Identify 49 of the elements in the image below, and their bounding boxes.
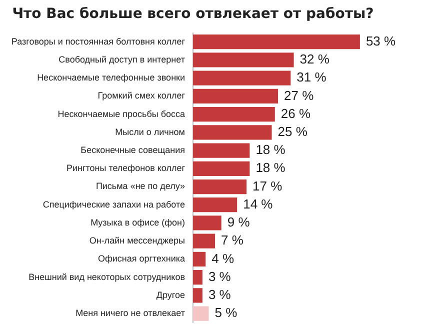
y-tick-label: Бесконечные совещания <box>80 145 186 156</box>
bar <box>193 198 238 212</box>
bar <box>193 70 291 86</box>
data-label: 17 % <box>252 178 283 194</box>
y-tick-label: Специфические запахи на работе <box>42 199 185 210</box>
bar <box>193 288 202 303</box>
y-tick-label: Музыка в офисе (фон) <box>90 217 185 228</box>
chart-title: Что Вас больше всего отвлекает от работы? <box>12 6 374 22</box>
y-tick-label: Нескончаемые телефонные звонки <box>37 72 185 83</box>
bar <box>193 306 209 321</box>
data-label: 3 % <box>208 287 232 302</box>
data-label: 18 % <box>256 142 286 158</box>
data-label: 26 % <box>280 106 311 121</box>
bar <box>193 88 278 104</box>
bar <box>193 143 250 158</box>
y-tick-label: Рингтоны телефонов коллег <box>66 163 186 174</box>
data-label: 32 % <box>300 52 330 67</box>
y-tick-label: Свободный доступ в интернет <box>58 54 185 64</box>
bar <box>193 252 206 267</box>
data-label: 25 % <box>278 124 308 139</box>
data-label: 53 % <box>366 33 396 48</box>
bar <box>193 216 222 230</box>
data-label: 3 % <box>208 268 232 284</box>
y-tick-label: Письма «не по делу» <box>96 181 185 192</box>
y-tick-label: Громкий смех коллег <box>98 90 186 101</box>
y-tick-label: Офисная оргтехника <box>98 254 185 264</box>
data-label: 14 % <box>243 196 274 212</box>
y-tick-label: Меня ничего не отвлекает <box>76 308 185 318</box>
bar <box>193 125 272 140</box>
bar <box>193 34 360 50</box>
y-tick-label: Внешний вид некоторых сотрудников <box>28 272 186 282</box>
y-tick-label: Нескончаемые просьбы босса <box>58 108 185 119</box>
y-tick-label: Он-лайн мессенджеры <box>89 236 185 246</box>
data-label: 5 % <box>214 305 238 320</box>
y-tick-label: Другое <box>156 290 185 300</box>
bar <box>193 179 247 194</box>
y-tick-label: Мысли о личном <box>115 126 185 137</box>
y-tick-label: Разговоры и постоянная болтовня коллег <box>11 36 186 46</box>
bar <box>193 106 275 122</box>
data-label: 27 % <box>284 88 314 103</box>
data-label: 9 % <box>227 214 250 230</box>
bar <box>193 161 250 176</box>
bar <box>193 270 202 285</box>
bar <box>193 52 294 68</box>
data-label: 18 % <box>256 160 286 176</box>
data-label: 4 % <box>212 250 234 266</box>
data-label: 7 % <box>221 232 244 248</box>
data-label: 31 % <box>296 70 327 85</box>
bar <box>193 234 216 248</box>
